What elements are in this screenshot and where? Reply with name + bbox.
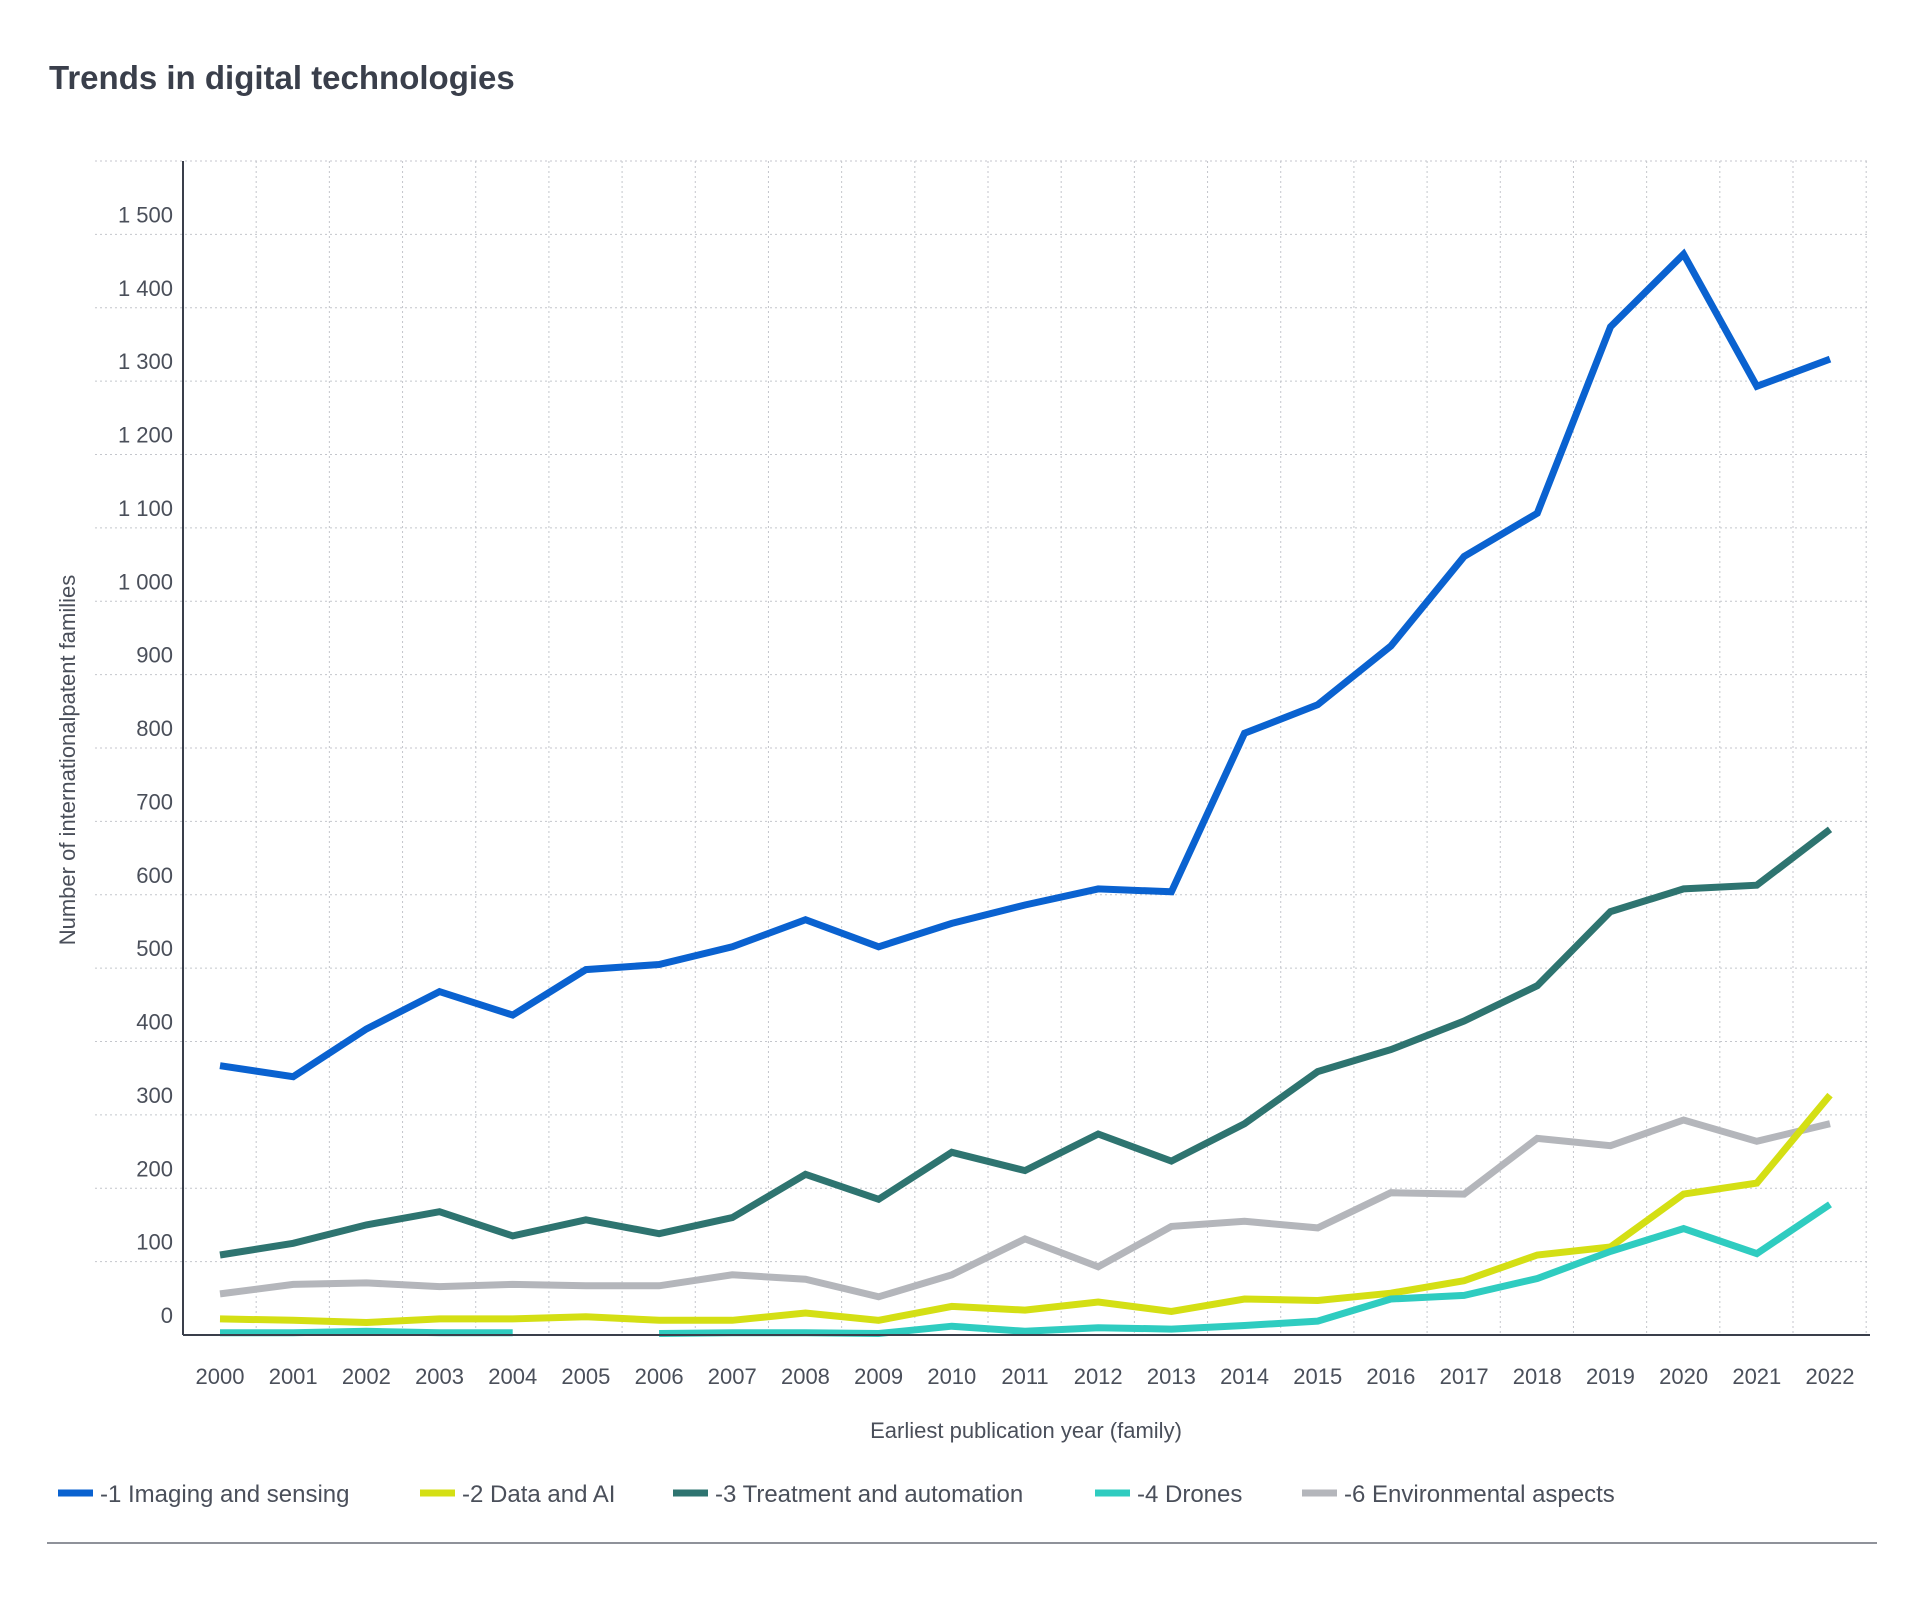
x-tick-label: 2006 — [635, 1364, 684, 1389]
legend-label: -3 Treatment and automation — [715, 1481, 1023, 1508]
legend-label: -1 Imaging and sensing — [100, 1481, 350, 1508]
x-tick-label: 2008 — [781, 1364, 830, 1389]
x-tick-label: 2002 — [342, 1364, 391, 1389]
x-tick-label: 2007 — [708, 1364, 757, 1389]
y-tick-label: 600 — [136, 863, 173, 888]
series-line-5 — [220, 1120, 1830, 1297]
y-tick-label: 1 400 — [118, 276, 173, 301]
x-tick-label: 2014 — [1220, 1364, 1269, 1389]
legend-label: -4 Drones — [1137, 1481, 1242, 1508]
y-axis-title: Number of internationalpatent families — [55, 575, 80, 946]
legend-label: -2 Data and AI — [462, 1481, 615, 1508]
y-tick-label: 800 — [136, 716, 173, 741]
legend: -1 Imaging and sensing -2 Data and AI -3 T… — [58, 1481, 1615, 1508]
y-tick-label: 0 — [161, 1303, 173, 1328]
y-axis-ticks: 0 100 200 300 400 500 600 700 800 900 1 000 1 100 1 … — [118, 202, 173, 1328]
y-tick-label: 900 — [136, 643, 173, 668]
x-tick-label: 2018 — [1513, 1364, 1562, 1389]
y-tick-label: 200 — [136, 1156, 173, 1181]
x-tick-label: 2020 — [1659, 1364, 1708, 1389]
x-tick-label: 2003 — [415, 1364, 464, 1389]
series-line-1 — [220, 254, 1830, 1076]
x-tick-label: 2005 — [561, 1364, 610, 1389]
x-tick-label: 2021 — [1732, 1364, 1781, 1389]
y-tick-label: 300 — [136, 1083, 173, 1108]
y-tick-label: 1 300 — [118, 349, 173, 374]
y-tick-label: 400 — [136, 1010, 173, 1035]
legend-item: -6 Environmental aspects — [1302, 1481, 1615, 1508]
y-tick-label: 1 100 — [118, 496, 173, 521]
series-line-3 — [220, 829, 1830, 1255]
x-tick-label: 2017 — [1440, 1364, 1489, 1389]
x-tick-label: 2012 — [1074, 1364, 1123, 1389]
x-tick-label: 2019 — [1586, 1364, 1635, 1389]
x-tick-label: 2015 — [1293, 1364, 1342, 1389]
x-tick-label: 2013 — [1147, 1364, 1196, 1389]
legend-label: -6 Environmental aspects — [1344, 1481, 1615, 1508]
y-tick-label: 1 000 — [118, 569, 173, 594]
series-lines — [220, 254, 1830, 1333]
x-axis-ticks: 2000 2001 2002 2003 2004 2005 2006 2007 2008 2009… — [196, 1364, 1855, 1389]
y-tick-label: 1 500 — [118, 202, 173, 227]
legend-item: -2 Data and AI — [420, 1481, 615, 1508]
x-tick-label: 2001 — [269, 1364, 318, 1389]
chart-title: Trends in digital technologies — [49, 59, 515, 96]
y-tick-label: 1 200 — [118, 423, 173, 448]
legend-item: -4 Drones — [1095, 1481, 1242, 1508]
legend-item: -3 Treatment and automation — [673, 1481, 1023, 1508]
series-line-4 — [220, 1204, 1830, 1333]
x-tick-label: 2016 — [1366, 1364, 1415, 1389]
x-tick-label: 2000 — [196, 1364, 245, 1389]
legend-item: -1 Imaging and sensing — [58, 1481, 350, 1508]
y-tick-label: 500 — [136, 936, 173, 961]
x-axis-title: Earliest publication year (family) — [870, 1418, 1182, 1443]
x-tick-label: 2010 — [927, 1364, 976, 1389]
x-tick-label: 2011 — [1001, 1364, 1048, 1389]
x-tick-label: 2009 — [854, 1364, 903, 1389]
x-tick-label: 2022 — [1806, 1364, 1855, 1389]
x-tick-label: 2004 — [488, 1364, 537, 1389]
y-tick-label: 100 — [136, 1230, 173, 1255]
y-tick-label: 700 — [136, 789, 173, 814]
